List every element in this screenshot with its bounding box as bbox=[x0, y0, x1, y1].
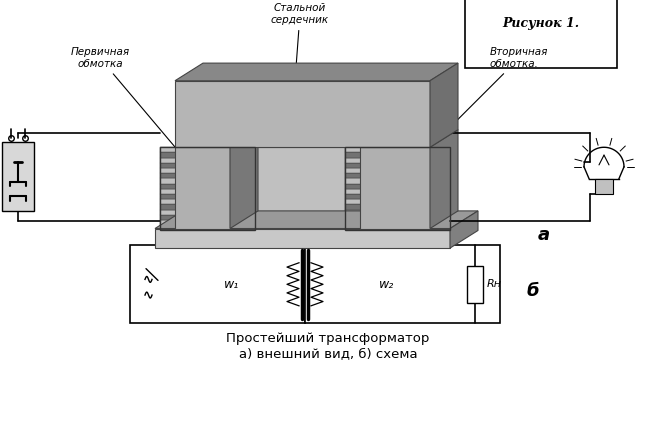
Text: w₁: w₁ bbox=[224, 278, 239, 291]
Polygon shape bbox=[155, 211, 478, 228]
Polygon shape bbox=[175, 81, 430, 147]
Text: а) внешний вид, б) схема: а) внешний вид, б) схема bbox=[239, 347, 417, 360]
Polygon shape bbox=[345, 178, 450, 184]
Bar bbox=[467, 266, 483, 303]
Text: Вторичная
обмотка.: Вторичная обмотка. bbox=[433, 48, 548, 144]
Polygon shape bbox=[345, 189, 450, 194]
Polygon shape bbox=[160, 147, 255, 153]
Polygon shape bbox=[430, 129, 458, 228]
Text: Первичная
обмотка: Первичная обмотка bbox=[70, 48, 197, 174]
Polygon shape bbox=[345, 158, 450, 163]
Polygon shape bbox=[345, 220, 450, 225]
Text: Рисунок 1.: Рисунок 1. bbox=[502, 17, 579, 30]
Polygon shape bbox=[345, 199, 450, 204]
Polygon shape bbox=[155, 228, 450, 248]
Text: Простейший трансформатор: Простейший трансформатор bbox=[226, 332, 430, 344]
Polygon shape bbox=[160, 153, 255, 158]
Polygon shape bbox=[175, 147, 230, 228]
Polygon shape bbox=[160, 173, 255, 178]
Bar bbox=[2, 143, 34, 211]
Polygon shape bbox=[255, 147, 345, 216]
Text: а: а bbox=[538, 226, 550, 244]
Text: Rн: Rн bbox=[487, 279, 502, 290]
Polygon shape bbox=[345, 184, 450, 189]
Polygon shape bbox=[160, 215, 255, 220]
Polygon shape bbox=[360, 147, 430, 228]
Polygon shape bbox=[345, 153, 450, 158]
Polygon shape bbox=[345, 215, 450, 220]
Polygon shape bbox=[160, 220, 255, 225]
Polygon shape bbox=[345, 194, 450, 199]
Polygon shape bbox=[345, 210, 450, 215]
Polygon shape bbox=[160, 184, 255, 189]
Polygon shape bbox=[430, 63, 458, 147]
Polygon shape bbox=[230, 129, 258, 228]
Polygon shape bbox=[345, 225, 450, 231]
Polygon shape bbox=[345, 173, 450, 178]
Bar bbox=[305, 245, 500, 324]
Bar bbox=[595, 179, 613, 194]
Text: w₂: w₂ bbox=[379, 278, 395, 291]
Polygon shape bbox=[160, 158, 255, 163]
Polygon shape bbox=[450, 211, 478, 248]
Polygon shape bbox=[160, 168, 255, 173]
Polygon shape bbox=[160, 194, 255, 199]
Polygon shape bbox=[345, 168, 450, 173]
Polygon shape bbox=[360, 129, 458, 147]
Polygon shape bbox=[160, 163, 255, 168]
Polygon shape bbox=[160, 189, 255, 194]
Polygon shape bbox=[175, 129, 258, 147]
Polygon shape bbox=[345, 204, 450, 210]
Bar bbox=[130, 245, 305, 324]
Polygon shape bbox=[345, 147, 450, 153]
Text: Стальной
сердечник: Стальной сердечник bbox=[271, 3, 329, 77]
Polygon shape bbox=[345, 163, 450, 168]
Polygon shape bbox=[160, 178, 255, 184]
Polygon shape bbox=[175, 63, 458, 81]
Text: б: б bbox=[527, 282, 539, 300]
Polygon shape bbox=[160, 225, 255, 231]
Polygon shape bbox=[160, 204, 255, 210]
Polygon shape bbox=[160, 210, 255, 215]
Polygon shape bbox=[160, 199, 255, 204]
